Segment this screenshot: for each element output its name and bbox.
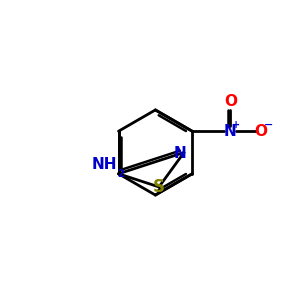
Text: O: O	[255, 124, 268, 139]
Text: 2: 2	[117, 169, 124, 179]
Text: −: −	[264, 120, 273, 130]
Text: O: O	[224, 94, 237, 109]
Text: N: N	[224, 124, 237, 139]
Text: NH: NH	[91, 157, 117, 172]
Text: S: S	[153, 178, 165, 196]
Text: N: N	[174, 146, 187, 161]
Text: +: +	[232, 120, 241, 130]
